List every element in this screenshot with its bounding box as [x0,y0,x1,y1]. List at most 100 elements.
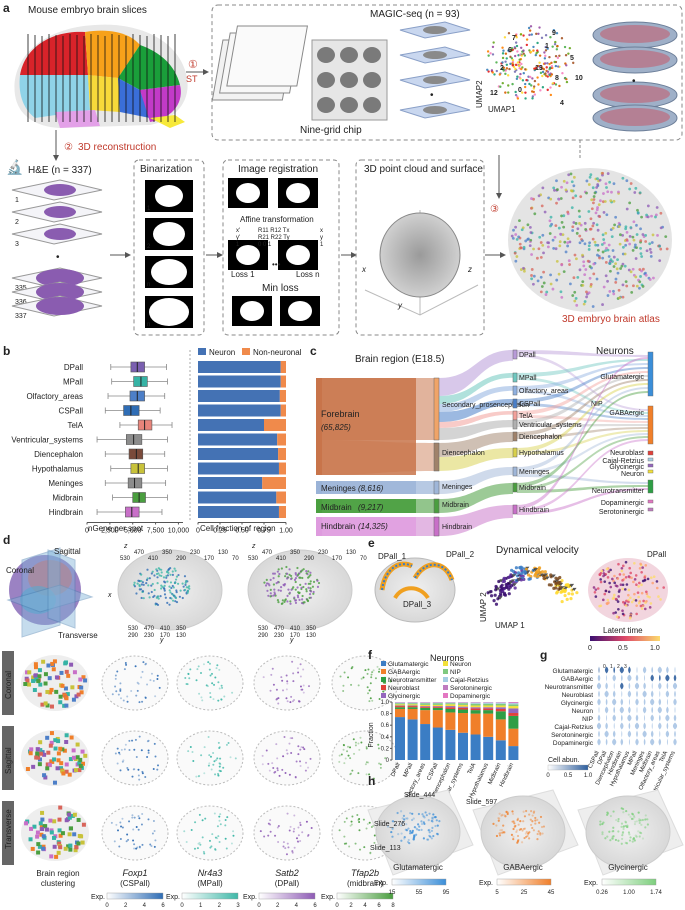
clustering-spot [38,821,43,826]
section-nr4a3-point [217,681,220,684]
h-point-gabaergic [532,810,536,813]
g-col-label: MPall [627,750,639,766]
umap-point [513,46,517,49]
umap-point [517,64,521,67]
cloud-satb2-point [273,572,276,575]
latent-point [604,589,608,593]
latent-point [603,592,607,596]
section-foxp1-point [152,679,155,682]
umap-point [504,52,508,55]
violin [612,674,616,682]
reg-shape [240,301,264,321]
section-nr4a3-point [210,768,213,771]
h-point-glycinergic [633,816,636,819]
violin [674,690,676,698]
cloud-satb2-point [307,570,310,573]
umap-point [568,46,572,50]
sankey-node-l3 [512,466,518,477]
h-point-glutamatergic [420,822,424,826]
panel-a: a Mouse embryo brain slices ① ST ② 3D re… [3,1,683,336]
atlas-point [555,179,558,183]
h-point-glutamatergic [403,818,406,821]
h-point-glutamatergic [409,832,412,835]
atlas-point [568,240,572,244]
section-tfap2b-point [342,748,345,751]
section-nr4a3-point [209,692,212,695]
section-foxp1-point [125,663,128,666]
section-tfap2b-point [343,835,346,838]
h-point-glycinergic [632,838,635,841]
clustering-spot [38,751,43,756]
h-point-glutamatergic [425,814,428,817]
h-point-glutamatergic [431,816,434,819]
violin [628,698,630,706]
umap-point [546,70,550,73]
umap-point [564,76,567,80]
velocity-point [514,566,519,570]
violin [597,674,601,682]
cloud-satb2-point [309,571,312,574]
cloud-foxp1-point [167,571,170,574]
section-satb2-point [307,766,310,769]
chip-spot [340,47,358,63]
section-foxp1-point [119,821,122,824]
section-satb2-point [303,748,306,751]
sankey-flow [439,373,513,404]
b-tick-label: 0.75 [257,528,271,535]
section-nr4a3-point [207,736,210,739]
clustering-spot [58,700,63,705]
section-tfap2b-point [350,823,353,826]
umap-point [502,69,505,72]
section-nr4a3-point [204,817,207,820]
atlas-point [574,222,578,225]
loss-ellipsis: ••• [272,260,281,269]
section-foxp1-point [126,695,129,698]
violin [635,674,639,682]
violin [613,706,616,714]
f-bar-neuron [407,704,418,706]
row-label: Coronal [4,671,13,699]
h-point-glycinergic [620,807,623,810]
umap-point [493,73,496,76]
atlas-point [615,267,619,271]
section-nr4a3-point [215,759,218,762]
sankey-flow [517,379,648,436]
cloud-foxp1-point [163,580,166,583]
cloud-foxp1-point [150,584,153,587]
atlas-tissue [600,50,670,68]
section-foxp1-point [113,840,116,843]
umap-point [503,36,507,39]
h-point-glycinergic [608,830,611,833]
nine-grid-chip [211,25,388,121]
violin [666,738,668,746]
cloud-satb2-point [294,577,298,580]
section-nr4a3-point [196,668,199,671]
latent-point [617,607,620,611]
umap-point [514,93,518,97]
atlas-point [641,233,645,236]
h-point-gabaergic [522,810,525,813]
h-point-gabaergic [495,834,499,838]
atlas-point [628,242,632,246]
section-satb2-point [293,827,296,830]
violin [650,738,655,746]
section-tfap2b-point [350,772,353,775]
section-satb2-point [285,749,288,752]
sankey-flow [517,436,648,490]
section-nr4a3-point [219,757,222,760]
registration-box [222,159,340,336]
umap-point [550,65,554,68]
section-satb2-shell [253,655,321,711]
violin [604,706,609,714]
violin [644,674,646,682]
sankey-flow [517,387,648,471]
section-tfap2b-point [353,752,356,755]
cloud-foxp1-point [169,581,173,584]
section-satb2-point [261,754,264,757]
cloud-foxp1-point [181,596,184,600]
atlas-point [648,247,652,251]
clustering-spot [64,769,69,774]
legend-label: NIP [450,669,461,676]
section-foxp1-point [119,689,122,692]
clustering-caption-1: Brain region [36,869,79,878]
